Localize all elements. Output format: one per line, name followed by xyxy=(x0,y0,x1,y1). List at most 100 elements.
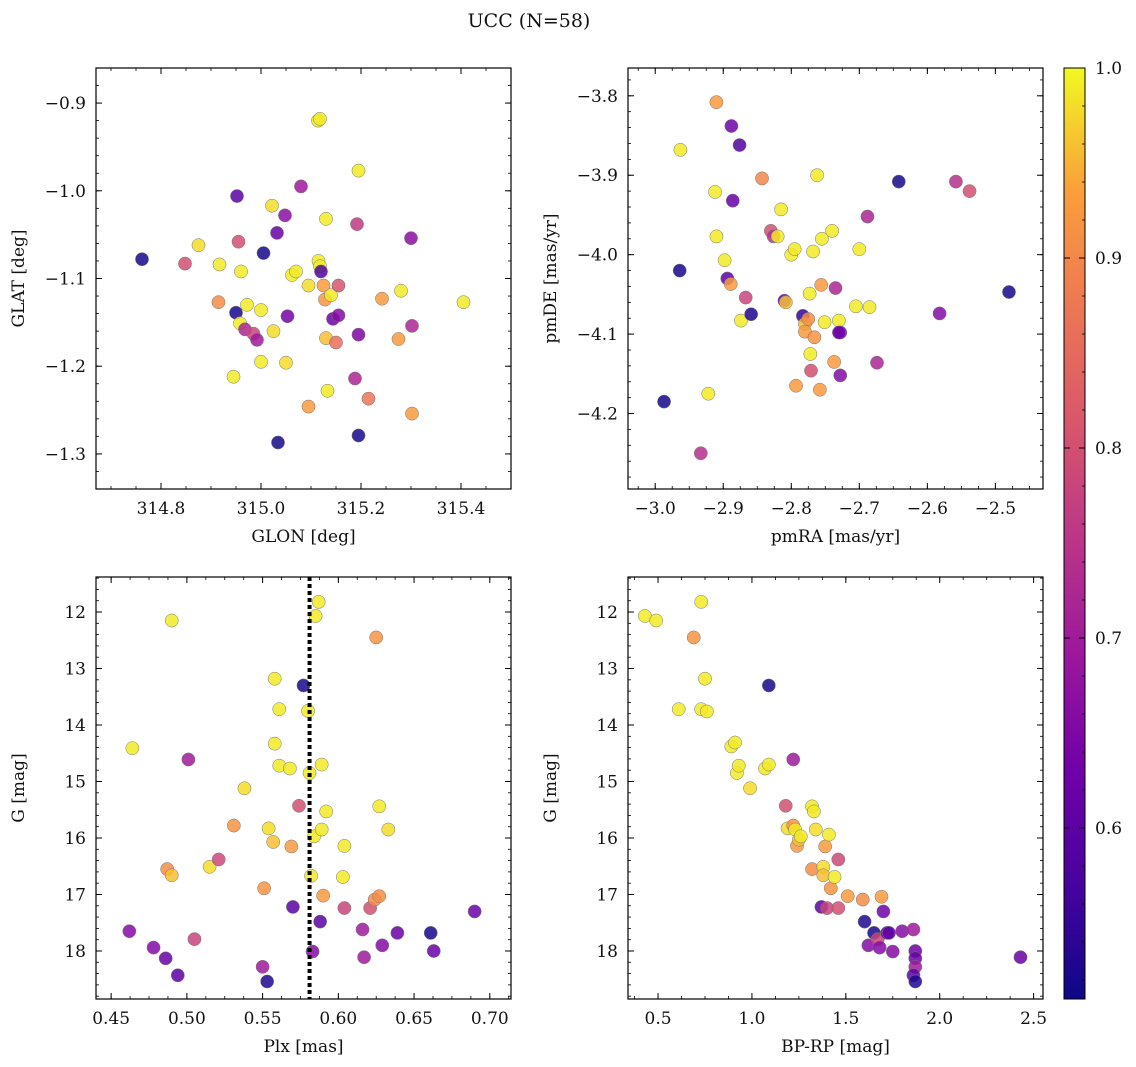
data-point xyxy=(316,888,331,903)
data-point xyxy=(852,242,867,256)
x-tick-label: −2.6 xyxy=(907,499,948,519)
data-point xyxy=(932,306,947,321)
data-point xyxy=(701,386,716,401)
x-tick-label: 315.0 xyxy=(237,499,286,519)
data-point xyxy=(212,257,227,272)
y-tick-label: −3.9 xyxy=(577,166,618,186)
data-point xyxy=(849,299,863,314)
data-point xyxy=(734,313,748,328)
data-point xyxy=(789,378,803,393)
x-tick-label: 0.65 xyxy=(395,1009,433,1029)
data-point xyxy=(355,922,370,937)
data-point xyxy=(348,371,362,386)
data-point xyxy=(832,325,846,340)
data-point xyxy=(301,278,316,293)
y-tick-label: 14 xyxy=(64,716,86,736)
y-tick-label: −1.3 xyxy=(45,445,86,465)
data-point xyxy=(962,184,977,198)
x-axis-label: pmRA [mas/yr] xyxy=(771,527,900,547)
data-point xyxy=(1002,285,1016,299)
y-tick-label: −4.2 xyxy=(577,405,618,425)
colorbar-tick-label: 0.8 xyxy=(1095,439,1122,459)
y-tick-label: −1.2 xyxy=(45,357,86,377)
data-point xyxy=(226,369,241,384)
data-point xyxy=(319,212,333,226)
data-point xyxy=(313,112,327,126)
y-tick-label: −4.0 xyxy=(577,246,618,266)
data-point xyxy=(761,757,776,772)
data-point xyxy=(404,231,418,246)
data-point xyxy=(254,354,268,369)
data-point xyxy=(122,924,137,939)
data-point xyxy=(350,217,364,231)
data-point xyxy=(717,253,732,268)
data-point xyxy=(801,312,816,326)
data-point xyxy=(686,630,701,645)
data-point xyxy=(755,171,769,186)
y-axis-label: G [mag] xyxy=(541,753,561,822)
data-point xyxy=(456,295,471,310)
data-point xyxy=(272,702,287,717)
panel-glon-glat: 314.8 315.0 315.2 315.4 −0.9 −1.0 −1.1 −1.2 −1.3… xyxy=(9,67,512,547)
data-point xyxy=(316,278,331,293)
data-point xyxy=(289,264,303,279)
data-point xyxy=(314,822,329,837)
data-point xyxy=(284,839,299,854)
axes-frame xyxy=(627,576,1044,1000)
panel-bprp-g: 0.5 1.0 1.5 2.0 2.5 12 13 14 15 16 17 18 BP-RP [mag]… xyxy=(541,576,1047,1057)
data-point xyxy=(895,924,910,939)
data-point xyxy=(744,307,758,322)
x-tick-label: −2.7 xyxy=(839,499,880,519)
data-point xyxy=(369,630,384,645)
data-point xyxy=(226,818,241,833)
y-tick-label: 17 xyxy=(596,885,618,905)
data-point xyxy=(874,889,889,904)
data-point xyxy=(709,95,724,110)
data-point xyxy=(313,914,328,929)
data-point xyxy=(337,839,352,853)
colorbar-tick-label: 0.7 xyxy=(1095,629,1122,649)
data-point xyxy=(351,163,366,178)
data-point xyxy=(211,295,226,310)
data-point xyxy=(786,752,801,767)
y-tick-label: 15 xyxy=(596,773,618,793)
data-point xyxy=(832,313,846,328)
y-tick-label: −1.1 xyxy=(45,270,86,290)
data-point xyxy=(828,281,843,295)
data-point xyxy=(906,922,921,937)
data-point xyxy=(405,319,419,333)
data-point xyxy=(266,835,281,849)
data-point xyxy=(146,940,161,955)
data-point xyxy=(467,904,482,919)
y-tick-label: 16 xyxy=(596,829,618,849)
data-point xyxy=(234,264,248,279)
data-point xyxy=(254,303,268,317)
data-point xyxy=(256,246,271,260)
y-tick-label: 12 xyxy=(64,603,86,623)
data-point xyxy=(814,278,829,292)
x-tick-label: 1.5 xyxy=(832,1009,859,1029)
x-tick-label: 0.60 xyxy=(319,1009,357,1029)
data-point xyxy=(774,202,788,217)
data-point xyxy=(724,119,739,133)
axes-frame xyxy=(95,67,512,490)
data-point xyxy=(872,940,887,955)
y-tick-label: 18 xyxy=(596,942,618,962)
data-point xyxy=(324,288,338,303)
data-point xyxy=(876,904,891,919)
data-point xyxy=(807,804,821,819)
data-point xyxy=(178,256,192,271)
data-point xyxy=(279,355,293,370)
data-point xyxy=(170,968,185,983)
panel-plx-g: 0.45 0.50 0.55 0.60 0.65 0.70 12 13 14 15 16 17 18 Pl… xyxy=(9,576,512,1057)
data-point xyxy=(816,868,831,883)
data-point xyxy=(329,335,343,350)
y-tick-label: 12 xyxy=(596,603,618,623)
data-point xyxy=(770,229,785,244)
points-glon-glat xyxy=(135,112,471,450)
data-point xyxy=(793,829,808,844)
data-point xyxy=(731,758,746,773)
data-point xyxy=(230,189,244,203)
data-point xyxy=(949,174,963,189)
